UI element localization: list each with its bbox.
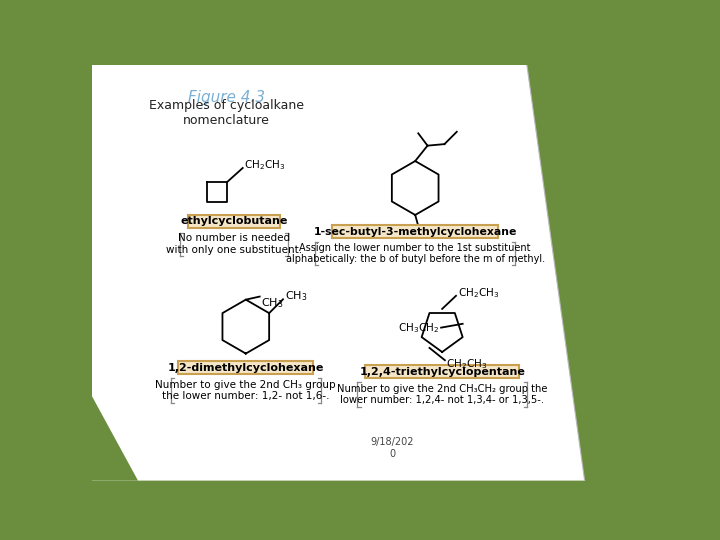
Text: Number to give the 2nd CH₃CH₂ group the
lower number: 1,2,4- not 1,3,4- or 1,3,5: Number to give the 2nd CH₃CH₂ group the … bbox=[337, 383, 547, 405]
Polygon shape bbox=[92, 65, 585, 481]
Text: $\mathregular{CH_2CH_3}$: $\mathregular{CH_2CH_3}$ bbox=[457, 286, 499, 300]
Polygon shape bbox=[92, 396, 138, 481]
Text: 9/18/202
0: 9/18/202 0 bbox=[370, 437, 414, 459]
Text: 1-sec-butyl-3-methylcyclohexane: 1-sec-butyl-3-methylcyclohexane bbox=[313, 226, 517, 237]
Text: $\mathregular{CH_3}$: $\mathregular{CH_3}$ bbox=[284, 289, 307, 303]
FancyBboxPatch shape bbox=[179, 361, 313, 374]
Text: $\mathregular{CH_2CH_3}$: $\mathregular{CH_2CH_3}$ bbox=[446, 357, 487, 371]
FancyBboxPatch shape bbox=[365, 365, 519, 378]
Text: 1,2-dimethylcyclohexane: 1,2-dimethylcyclohexane bbox=[168, 363, 324, 373]
Text: 1,2,4-triethylcyclopentane: 1,2,4-triethylcyclopentane bbox=[359, 367, 525, 376]
Polygon shape bbox=[527, 65, 647, 481]
Text: No number is needed
with only one substituent.: No number is needed with only one substi… bbox=[166, 233, 302, 255]
FancyBboxPatch shape bbox=[188, 215, 281, 228]
Text: $\mathregular{CH_2CH_3}$: $\mathregular{CH_2CH_3}$ bbox=[244, 158, 286, 172]
Text: $\mathregular{CH_3CH_2}$: $\mathregular{CH_3CH_2}$ bbox=[398, 321, 439, 335]
Text: Assign the lower number to the 1st substituent
alphabetically: the b of butyl be: Assign the lower number to the 1st subst… bbox=[286, 242, 545, 264]
Text: Number to give the 2nd CH₃ group
the lower number: 1,2- not 1,6-.: Number to give the 2nd CH₃ group the low… bbox=[156, 380, 336, 401]
Text: ethylcyclobutane: ethylcyclobutane bbox=[181, 217, 288, 226]
Text: Examples of cycloalkane
nomenclature: Examples of cycloalkane nomenclature bbox=[149, 99, 304, 127]
Text: $\mathregular{CH_3}$: $\mathregular{CH_3}$ bbox=[261, 296, 284, 309]
Text: Figure 4.3: Figure 4.3 bbox=[188, 90, 265, 105]
FancyBboxPatch shape bbox=[333, 225, 498, 238]
